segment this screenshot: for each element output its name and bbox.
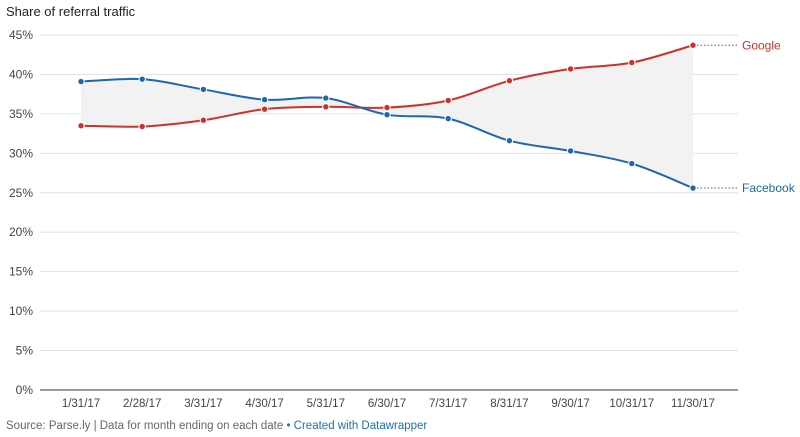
y-tick-label: 10% xyxy=(9,304,33,318)
x-tick-label: 1/31/17 xyxy=(62,398,100,410)
facebook-data-point xyxy=(566,147,575,155)
x-tick-label: 7/31/17 xyxy=(429,398,467,410)
facebook-data-point xyxy=(322,94,330,102)
y-tick-label: 35% xyxy=(9,107,33,121)
y-tick-label: 0% xyxy=(16,383,34,397)
x-tick-label: 6/30/17 xyxy=(368,398,406,410)
facebook-data-point xyxy=(199,85,208,94)
datawrapper-credit-link[interactable]: Created with Datawrapper xyxy=(293,420,428,432)
chart-footer: Source: Parse.ly | Data for month ending… xyxy=(6,420,427,432)
google-data-point xyxy=(566,65,575,73)
y-tick-label: 20% xyxy=(9,225,33,239)
facebook-data-point xyxy=(260,95,269,104)
y-tick-label: 15% xyxy=(9,265,33,279)
google-series-label: Google xyxy=(742,38,781,52)
y-tick-label: 5% xyxy=(16,344,34,358)
x-tick-label: 5/31/17 xyxy=(307,398,345,410)
google-data-point xyxy=(383,103,391,112)
google-data-point xyxy=(138,122,146,131)
chart-title: Share of referral traffic xyxy=(6,4,136,19)
facebook-data-point xyxy=(138,75,146,83)
x-tick-label: 8/31/17 xyxy=(490,398,528,410)
gap-area xyxy=(81,45,693,189)
x-tick-label: 3/31/17 xyxy=(184,398,222,410)
google-data-point xyxy=(628,58,636,67)
y-tick-label: 45% xyxy=(9,28,33,42)
google-data-point xyxy=(444,96,452,105)
y-tick-label: 40% xyxy=(9,67,33,81)
google-data-point xyxy=(689,41,697,49)
x-tick-label: 11/30/17 xyxy=(671,398,715,410)
google-data-point xyxy=(77,122,85,130)
line-chart: 0% 5% 10% 15% 20% 25% 30% 35% 40% 45% 1/31/17 2/28… xyxy=(9,28,796,410)
data-points xyxy=(77,41,697,192)
x-tick-label: 2/28/17 xyxy=(123,398,161,410)
x-axis-ticks: 1/31/17 2/28/17 3/31/17 4/30/17 5/31/17 6/30/… xyxy=(62,398,715,410)
facebook-data-point xyxy=(383,110,391,119)
x-tick-label: 10/31/17 xyxy=(609,398,654,410)
google-data-point xyxy=(199,116,208,124)
source-note: Source: Parse.ly | Data for month ending… xyxy=(6,420,284,432)
facebook-data-point xyxy=(444,114,452,123)
x-tick-label: 4/30/17 xyxy=(245,398,283,410)
google-data-point xyxy=(260,105,269,113)
y-tick-label: 25% xyxy=(9,186,33,200)
y-tick-label: 30% xyxy=(9,146,33,160)
facebook-data-point xyxy=(505,137,514,145)
facebook-series-label: Facebook xyxy=(742,181,796,195)
x-tick-label: 9/30/17 xyxy=(551,398,589,410)
footer-separator: • xyxy=(283,420,294,432)
facebook-data-point xyxy=(689,184,697,192)
facebook-data-point xyxy=(628,159,636,168)
series-labels: Google Facebook xyxy=(697,38,796,195)
gap-area-fill xyxy=(81,45,693,189)
facebook-data-point xyxy=(77,77,85,86)
google-data-point xyxy=(505,77,514,85)
y-axis-ticks: 0% 5% 10% 15% 20% 25% 30% 35% 40% 45% xyxy=(9,28,33,397)
google-data-point xyxy=(322,103,330,111)
